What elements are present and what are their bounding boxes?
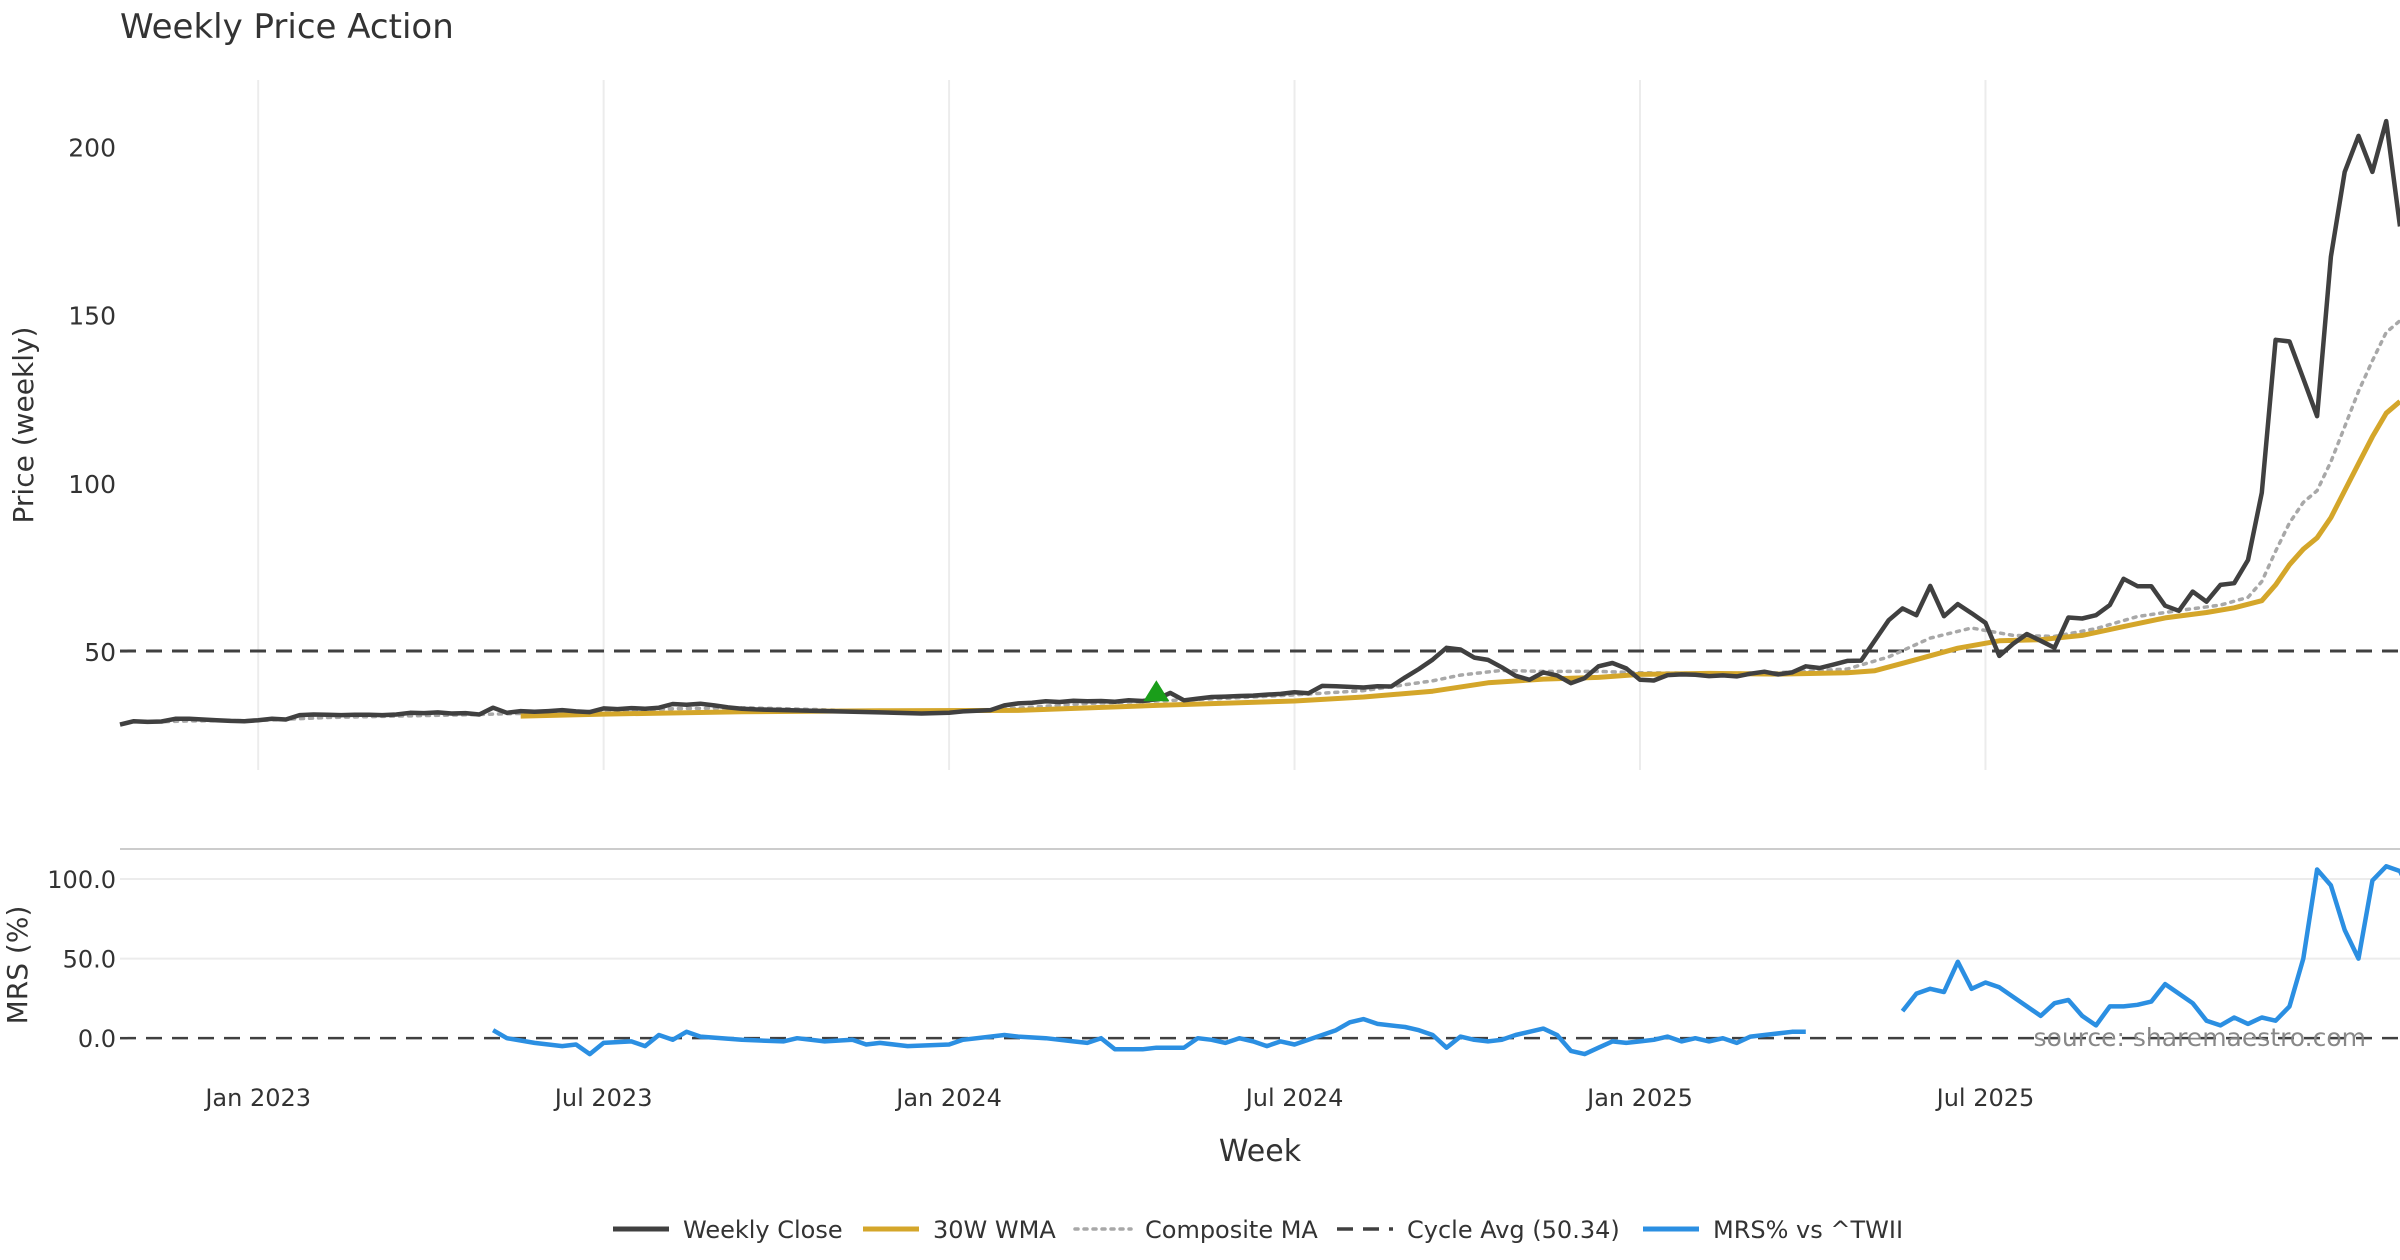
- price-y-tick-label: 150: [68, 302, 116, 331]
- price-panel: 50 100 150 200 Price (weekly): [7, 80, 2400, 770]
- x-tick-label: Jul 2025: [1935, 1084, 2035, 1112]
- x-tick-label: Jan 2024: [894, 1084, 1002, 1112]
- mrs-series: [491, 864, 2400, 1057]
- price-y-axis-label: Price (weekly): [7, 327, 40, 524]
- mrs-line-segment: [491, 1016, 1806, 1057]
- mrs-y-ticks: 0.0 50.0 100.0: [47, 866, 116, 1053]
- x-tick-label: Jul 2023: [553, 1084, 653, 1112]
- price-y-tick-label: 100: [68, 470, 116, 499]
- price-y-tick-label: 50: [84, 638, 116, 667]
- price-y-ticks: 50 100 150 200: [68, 133, 116, 667]
- x-tick-label: Jan 2023: [203, 1084, 311, 1112]
- mrs-gridlines: [120, 878, 2400, 960]
- weekly-close-line: [119, 118, 2400, 727]
- price-gridlines: [257, 80, 1987, 770]
- source-annotation: source: sharemaestro.com: [2034, 1023, 2367, 1052]
- buy-signal-marker: [1143, 680, 1170, 702]
- legend-label: Cycle Avg (50.34): [1407, 1216, 1620, 1244]
- composite-ma-line: [145, 318, 2400, 724]
- x-tick-label: Jul 2024: [1244, 1084, 1344, 1112]
- legend: Weekly Close 30W WMA Composite MA Cycle Avg…: [613, 1216, 1903, 1244]
- legend-label: Weekly Close: [683, 1216, 843, 1244]
- mrs-line-segment: [1900, 864, 2400, 1028]
- legend-label: 30W WMA: [933, 1216, 1056, 1244]
- x-axis-ticks: Jan 2023 Jul 2023 Jan 2024 Jul 2024 Jan 2025…: [203, 1084, 2034, 1112]
- legend-item: Weekly Close: [613, 1216, 843, 1244]
- legend-label: MRS% vs ^TWII: [1713, 1216, 1903, 1244]
- mrs-panel: 0.0 50.0 100.0 MRS (%) source: sharemaestr…: [1, 848, 2400, 1057]
- legend-item: 30W WMA: [863, 1216, 1056, 1244]
- mrs-y-tick-label: 50.0: [63, 946, 116, 974]
- legend-label: Composite MA: [1145, 1216, 1318, 1244]
- x-axis-label: Week: [1219, 1134, 1302, 1169]
- price-y-tick-label: 200: [68, 133, 116, 162]
- mrs-y-tick-label: 100.0: [47, 866, 116, 894]
- mrs-y-axis-label: MRS (%): [1, 906, 34, 1025]
- legend-item: Cycle Avg (50.34): [1337, 1216, 1620, 1244]
- mrs-y-tick-label: 0.0: [78, 1025, 116, 1053]
- x-tick-label: Jan 2025: [1585, 1084, 1693, 1112]
- wma-30w-line: [520, 399, 2400, 719]
- legend-item: MRS% vs ^TWII: [1643, 1216, 1903, 1244]
- legend-item: Composite MA: [1073, 1216, 1318, 1244]
- chart-title: Weekly Price Action: [120, 7, 454, 47]
